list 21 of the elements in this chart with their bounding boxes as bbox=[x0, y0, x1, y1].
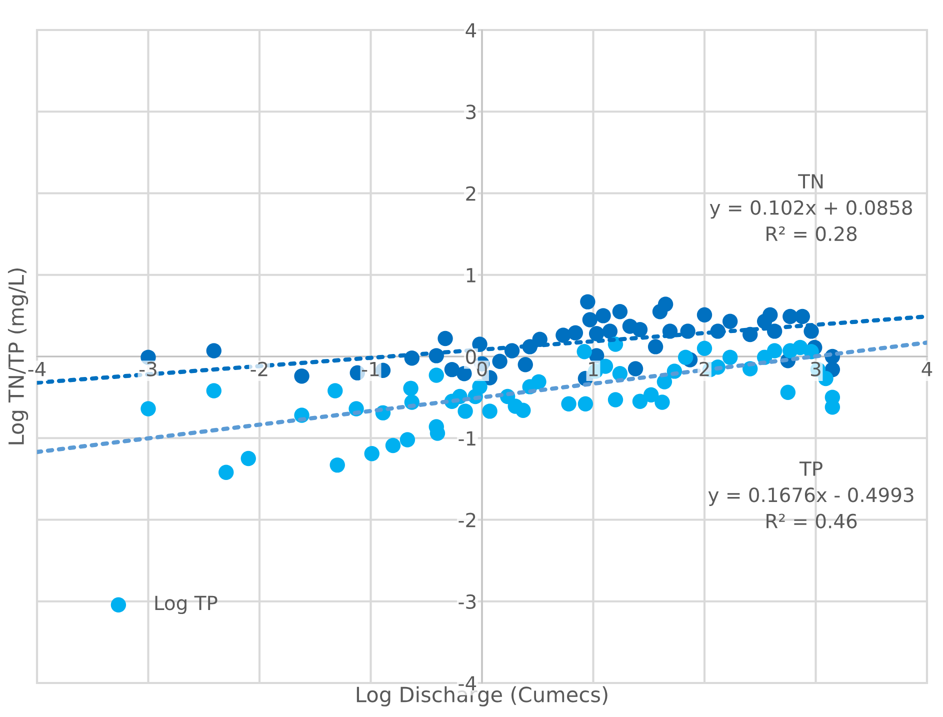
x-tick-label: 2 bbox=[700, 362, 709, 376]
annotation: TP y = 0.1676x - 0.4993 R² = 0.46 bbox=[708, 462, 914, 528]
y-tick-label: 2 bbox=[466, 186, 476, 201]
annotation: TN y = 0.102x + 0.0858 R² = 0.28 bbox=[710, 174, 912, 242]
legend-label: Log TP bbox=[155, 596, 218, 614]
x-tick-label: -3 bbox=[140, 362, 156, 376]
y-axis-title: Log TN/TP (mg/L) bbox=[8, 268, 28, 444]
y-tick-label: 0 bbox=[466, 349, 476, 364]
x-tick-label: -4 bbox=[28, 362, 46, 376]
x-tick-label: -1 bbox=[362, 362, 379, 376]
y-tick-label: 4 bbox=[466, 23, 476, 38]
x-tick-label: 4 bbox=[922, 362, 932, 376]
y-tick-label: -3 bbox=[458, 594, 476, 610]
y-tick-label: -1 bbox=[458, 431, 476, 446]
y-tick-label: -2 bbox=[458, 512, 476, 528]
y-tick-label: 1 bbox=[466, 268, 476, 282]
x-tick-label: 3 bbox=[811, 362, 820, 376]
x-tick-label: -2 bbox=[250, 362, 268, 376]
y-tick-label: 3 bbox=[466, 104, 476, 120]
x-tick-label: 0 bbox=[477, 362, 487, 376]
x-tick-label: 1 bbox=[589, 362, 598, 376]
